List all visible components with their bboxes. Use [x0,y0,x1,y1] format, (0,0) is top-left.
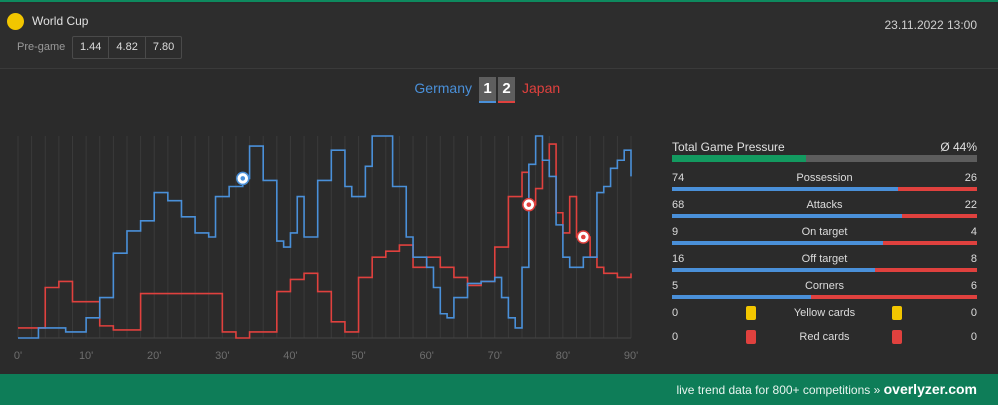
pregame-odds: 1.44 4.82 7.80 [72,36,183,59]
x-tick-label: 40' [283,350,297,362]
x-tick-label: 0' [14,350,22,362]
stat-away-value: 26 [964,172,977,184]
odds-away[interactable]: 7.80 [152,41,175,53]
x-tick-label: 50' [351,350,365,362]
pregame-label: Pre-game [17,41,66,53]
stat-away-value: 4 [970,226,977,238]
pressure-value: Ø 44% [940,140,977,154]
stat-bar [672,241,977,245]
stat-name: On target [801,226,848,238]
competition-name[interactable]: World Cup [32,14,89,28]
stat-bar-home-fill [672,241,884,245]
competition-icon [7,13,24,30]
stat-away-value: 8 [970,253,977,265]
stat-bar-home-fill [672,268,876,272]
stat-home-value: 0 [672,307,679,319]
pressure-bar [672,155,977,162]
stat-home-value: 16 [672,253,685,265]
yellow-card-icon [746,306,756,320]
odds-home[interactable]: 1.44 [73,37,110,58]
stat-row-on-target: 9 On target 4 [672,226,977,248]
stat-row-attacks: 68 Attacks 22 [672,199,977,221]
x-tick-label: 20' [147,350,161,362]
stat-name: Red cards [799,331,850,343]
stat-bar [672,295,977,299]
stat-name: Attacks [806,199,843,211]
stat-name: Corners [804,280,845,292]
stat-bar [672,187,977,191]
stat-home-value: 74 [672,172,685,184]
stat-bar-home-fill [672,295,811,299]
stat-away-value: 22 [964,199,977,211]
stat-home-value: 68 [672,199,685,211]
x-tick-label: 70' [488,350,502,362]
footer-link[interactable]: live trend data for 800+ competitions » … [676,381,977,397]
home-score: 1 [479,77,496,103]
stat-row-red-cards: 0 Red cards 0 [672,330,977,346]
stat-away-value: 6 [970,280,977,292]
goal-ball-icon[interactable] [576,230,591,244]
stat-row-corners: 5 Corners 6 [672,280,977,302]
away-team-name[interactable]: Japan [522,80,561,96]
match-header: World Cup 23.11.2022 13:00 Pre-game 1.44… [0,4,998,69]
stat-away-value: 0 [970,307,977,319]
stat-bar-home-fill [672,187,898,191]
stat-row-off-target: 16 Off target 8 [672,253,977,275]
x-tick-label: 10' [79,350,93,362]
pressure-label: Total Game Pressure [672,140,785,154]
pressure-bar-fill [672,155,807,162]
stat-bar [672,268,977,272]
stat-home-value: 5 [672,280,679,292]
stat-bar [672,214,977,218]
trend-chart: 0' 10' 20' 30' 40' 50' 60' 70' 80' 90' [14,135,638,362]
red-card-icon [892,330,902,344]
x-tick-label: 30' [215,350,229,362]
stat-name: Yellow cards [793,307,856,319]
footer-tagline: live trend data for 800+ competitions » [676,383,881,397]
yellow-card-icon [892,306,902,320]
pressure-row: Total Game Pressure Ø 44% [672,140,977,162]
stat-name: Off target [801,253,848,265]
stat-bar-home-fill [672,214,903,218]
footer: live trend data for 800+ competitions » … [0,374,998,405]
away-score: 2 [498,77,515,103]
stat-home-value: 9 [672,226,679,238]
stat-home-value: 0 [672,331,679,343]
x-tick-label: 80' [556,350,570,362]
stat-name: Possession [796,172,853,184]
series-line-japan [18,143,632,339]
footer-brand: overlyzer.com [883,381,977,397]
goal-ball-icon[interactable] [522,197,536,212]
x-tick-label: 60' [419,350,433,362]
stat-row-possession: 74 Possession 26 [672,172,977,194]
home-team-name[interactable]: Germany [414,80,472,96]
x-tick-label: 90' [624,350,638,362]
stat-row-yellow-cards: 0 Yellow cards 0 [672,306,977,322]
red-card-icon [746,330,756,344]
goal-ball-icon[interactable] [236,171,250,186]
stat-away-value: 0 [970,331,977,343]
match-date: 23.11.2022 13:00 [884,18,977,32]
scoreboard: Germany 1 2 Japan [0,76,998,104]
series-line-germany [18,135,632,339]
odds-draw[interactable]: 4.82 [109,37,146,58]
